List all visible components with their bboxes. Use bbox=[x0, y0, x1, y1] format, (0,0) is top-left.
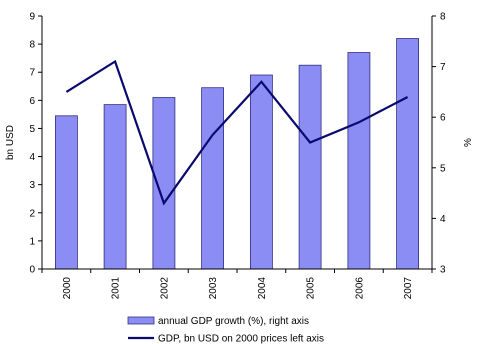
right-tick-label: 6 bbox=[440, 113, 446, 124]
bars-layer bbox=[55, 38, 420, 270]
axes-layer: 0 1 2 3 4 5 6 7 8 9 3 4 5 6 7 8 2000 2001 2002 2003 2004 2005… bbox=[5, 12, 474, 300]
line-layer bbox=[65, 59, 409, 206]
x-tick-label: 2003 bbox=[208, 277, 219, 300]
legend-bar-label: annual GDP growth (%), right axis bbox=[158, 316, 309, 327]
left-tick-label: 8 bbox=[29, 40, 35, 51]
right-tick-label: 4 bbox=[440, 214, 446, 225]
right-axis-title: % bbox=[463, 138, 474, 147]
right-tick-label: 3 bbox=[440, 265, 446, 276]
legend-line-label: GDP, bn USD on 2000 prices left axis bbox=[158, 334, 324, 344]
right-tick-label: 8 bbox=[440, 12, 446, 23]
bar-2000 bbox=[55, 115, 78, 270]
legend: annual GDP growth (%), right axis GDP, bn… bbox=[127, 316, 324, 344]
left-tick-label: 9 bbox=[29, 12, 35, 23]
left-tick-label: 0 bbox=[29, 265, 35, 276]
bar-2004 bbox=[249, 74, 273, 270]
left-tick-label: 5 bbox=[29, 124, 35, 135]
x-tick-label: 2001 bbox=[111, 277, 122, 300]
left-tick-label: 3 bbox=[29, 180, 35, 191]
left-tick-label: 6 bbox=[29, 96, 35, 107]
left-tick-label: 4 bbox=[29, 152, 35, 163]
left-tick-label: 2 bbox=[29, 208, 35, 219]
x-tick-label: 2004 bbox=[257, 277, 268, 300]
left-tick-label: 1 bbox=[29, 236, 35, 247]
bar-2001 bbox=[103, 104, 127, 270]
bar-2005 bbox=[298, 64, 322, 270]
legend-bar-swatch bbox=[127, 316, 155, 325]
line-series bbox=[65, 59, 409, 206]
x-tick-label: 2002 bbox=[159, 277, 170, 300]
x-tick-label: 2006 bbox=[354, 277, 365, 300]
x-tick-label: 2007 bbox=[403, 277, 414, 300]
bar-2006 bbox=[347, 52, 371, 270]
left-axis-title: bn USD bbox=[5, 125, 16, 160]
x-tick-label: 2000 bbox=[62, 277, 73, 300]
right-tick-label: 5 bbox=[440, 163, 446, 174]
x-tick-label: 2005 bbox=[306, 277, 317, 300]
right-tick-label: 7 bbox=[440, 62, 446, 73]
left-tick-label: 7 bbox=[29, 68, 35, 79]
bar-2003 bbox=[201, 87, 225, 270]
bar-2007 bbox=[396, 38, 420, 270]
